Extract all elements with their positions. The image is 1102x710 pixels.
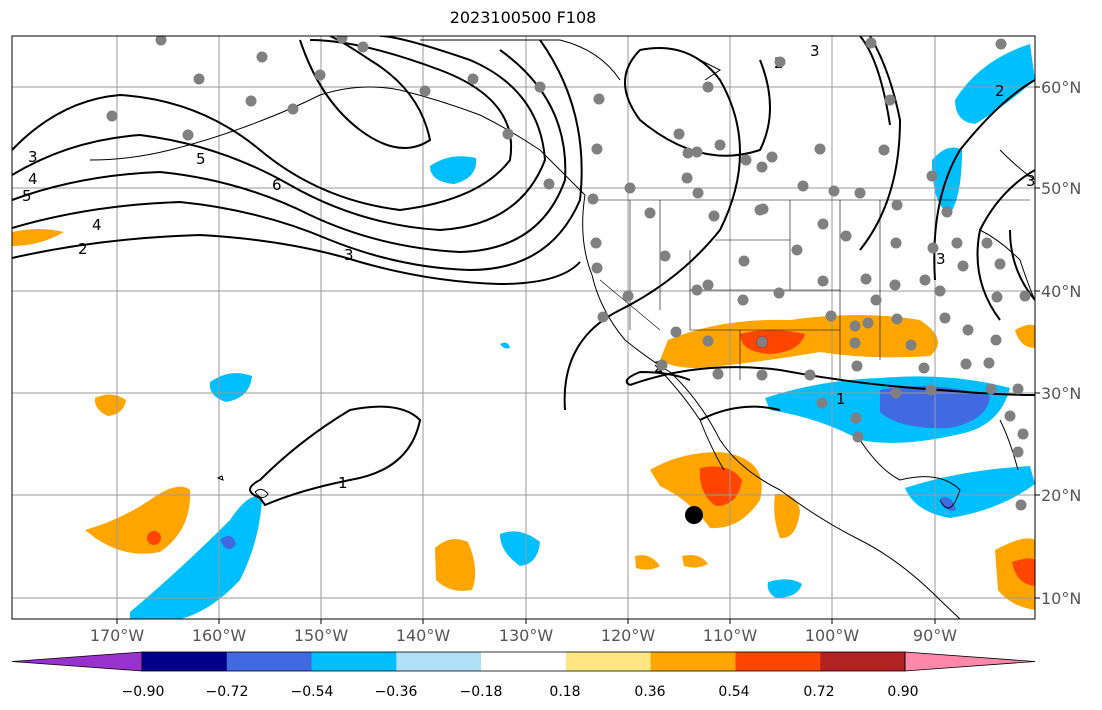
- lon-axis: 170°W 160°W 150°W 140°W 130°W 120°W 110°…: [90, 619, 957, 645]
- colorbar-labels: −0.90 −0.72 −0.54 −0.36 −0.18 0.18 0.36 …: [122, 684, 919, 700]
- lat-label: 30°N: [1041, 384, 1081, 403]
- station-marker: [685, 506, 703, 524]
- graticule: [12, 36, 1035, 619]
- contour-label: 3: [344, 246, 354, 264]
- lat-label: 50°N: [1041, 179, 1081, 198]
- contour-label: 6: [272, 176, 282, 194]
- contour-label: 3: [936, 250, 946, 268]
- colorbar-label: −0.36: [375, 684, 418, 700]
- colorbar-label: 0.18: [549, 684, 580, 700]
- lon-label: 150°W: [294, 626, 349, 645]
- lat-axis: 60°N 50°N 40°N 30°N 20°N 10°N: [1035, 78, 1081, 608]
- lat-label: 60°N: [1041, 78, 1081, 97]
- contour-label: 3: [1026, 172, 1036, 190]
- station-dots: [106, 36, 1031, 511]
- contour-label: 3: [810, 42, 820, 60]
- colorbar-segment: [735, 652, 821, 671]
- lon-label: 110°W: [703, 626, 758, 645]
- lat-label: 40°N: [1041, 282, 1081, 301]
- lat-label: 20°N: [1041, 486, 1081, 505]
- contour-label: 3: [28, 148, 38, 166]
- colorbar-label: −0.72: [206, 684, 249, 700]
- colorbar-frame: [141, 651, 906, 672]
- colorbar-segment: [142, 652, 228, 671]
- lon-label: 140°W: [396, 626, 451, 645]
- colorbar-label: −0.54: [291, 684, 334, 700]
- map-title: 2023100500 F108: [449, 8, 597, 27]
- colorbar-extend-low: [11, 651, 143, 672]
- map-field: 3 4 5 2 4 5 6 3 3 2 3 2 1 1 2 3: [12, 36, 1036, 619]
- colorbar-label: −0.18: [460, 684, 503, 700]
- contour-label: 2: [78, 240, 88, 258]
- lon-label: 100°W: [805, 626, 860, 645]
- contour-label: 2: [995, 82, 1005, 100]
- contours: [12, 36, 1035, 507]
- contour-label: 1: [338, 474, 348, 492]
- colorbar-segment: [396, 652, 482, 671]
- contour-label: 5: [22, 187, 32, 205]
- contour-label: 4: [92, 216, 102, 234]
- lon-label: 170°W: [90, 626, 145, 645]
- lon-label: 90°W: [913, 626, 957, 645]
- colorbar-segment: [820, 652, 906, 671]
- colorbar-segment: [311, 652, 397, 671]
- lon-label: 120°W: [601, 626, 656, 645]
- colorbar-label: 0.36: [634, 684, 665, 700]
- colorbar-label: 0.54: [718, 684, 749, 700]
- map-frame: [11, 35, 1036, 620]
- lat-label: 10°N: [1041, 589, 1081, 608]
- colorbar-label: 0.90: [887, 684, 918, 700]
- colorbar-segment: [565, 652, 652, 671]
- contour-label: 5: [196, 150, 206, 168]
- colorbar-segment: [226, 652, 313, 671]
- lon-label: 130°W: [499, 626, 554, 645]
- contour-label: 4: [28, 170, 38, 188]
- colorbar-label: −0.90: [122, 684, 165, 700]
- contour-label: 1: [836, 390, 846, 408]
- lon-label: 160°W: [192, 626, 247, 645]
- colorbar-label: 0.72: [803, 684, 834, 700]
- colorbar-extend-high: [904, 651, 1036, 672]
- colorbar: [11, 651, 1036, 672]
- colorbar-segment: [481, 652, 567, 671]
- colorbar-segment: [650, 652, 736, 671]
